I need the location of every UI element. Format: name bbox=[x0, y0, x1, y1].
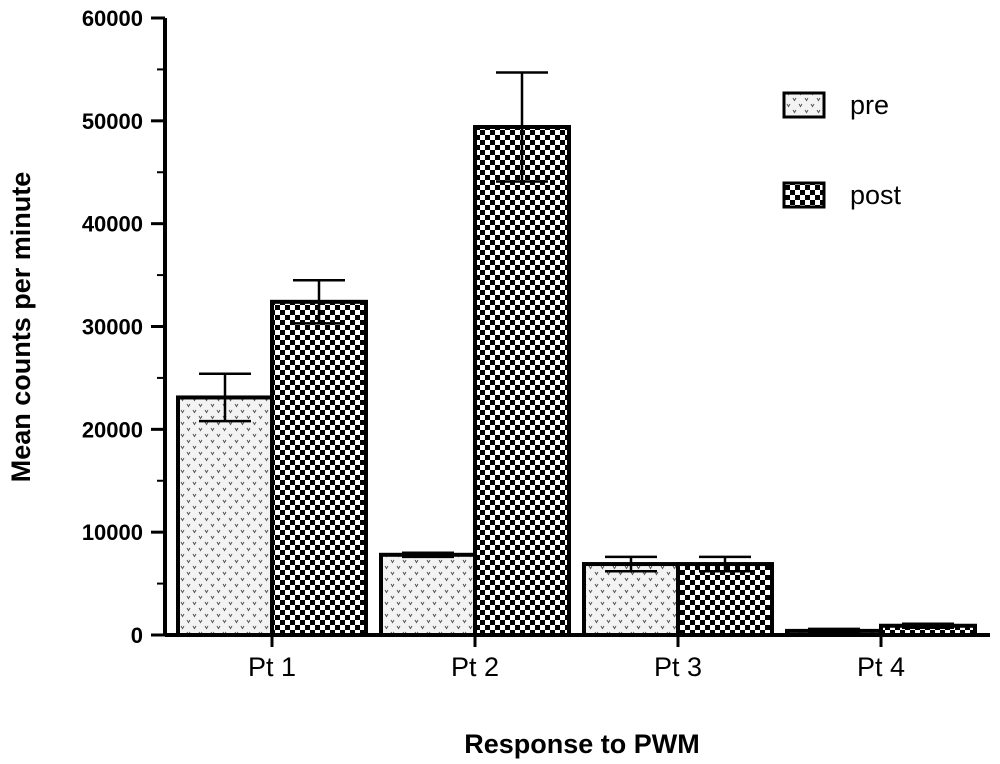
error-bar-pre bbox=[199, 372, 251, 423]
error-bars bbox=[199, 71, 954, 635]
y-tick-label: 60000 bbox=[82, 6, 143, 31]
bar-post bbox=[270, 299, 368, 637]
y-tick-label: 0 bbox=[131, 623, 143, 648]
y-axis: 0 10000 20000 30000 40000 50000 60000 bbox=[82, 6, 167, 648]
y-tick-label: 40000 bbox=[82, 212, 143, 237]
legend-swatch-pre bbox=[782, 91, 826, 119]
bar-post bbox=[676, 562, 774, 637]
y-tick-label: 30000 bbox=[82, 315, 143, 340]
bar-pre bbox=[582, 562, 680, 637]
x-axis-title: Response to PWM bbox=[464, 729, 700, 759]
error-bar-pre bbox=[808, 627, 860, 635]
x-category-label: Pt 2 bbox=[451, 652, 499, 682]
y-tick-label: 20000 bbox=[82, 417, 143, 442]
y-tick-label: 10000 bbox=[82, 520, 143, 545]
x-category-label: Pt 1 bbox=[248, 652, 296, 682]
x-category-label: Pt 4 bbox=[857, 652, 905, 682]
legend: pre post bbox=[782, 90, 902, 210]
y-tick-label: 50000 bbox=[82, 109, 143, 134]
error-bar-pre bbox=[402, 551, 454, 559]
legend-label-pre: pre bbox=[850, 90, 889, 120]
error-bar-post bbox=[699, 555, 751, 573]
error-bar-post bbox=[902, 622, 954, 630]
y-axis-title: Mean counts per minute bbox=[6, 172, 36, 483]
bar-post bbox=[473, 125, 571, 638]
legend-swatch-post bbox=[782, 181, 826, 209]
x-category-label: Pt 3 bbox=[654, 652, 702, 682]
bar-pre bbox=[176, 395, 274, 637]
x-axis: Pt 1 Pt 2 Pt 3 Pt 4 bbox=[165, 633, 990, 682]
error-bar-pre bbox=[605, 555, 657, 573]
legend-label-post: post bbox=[850, 180, 902, 210]
error-bar-post bbox=[293, 278, 345, 325]
bar-pre bbox=[379, 552, 477, 637]
error-bar-post bbox=[496, 71, 548, 183]
